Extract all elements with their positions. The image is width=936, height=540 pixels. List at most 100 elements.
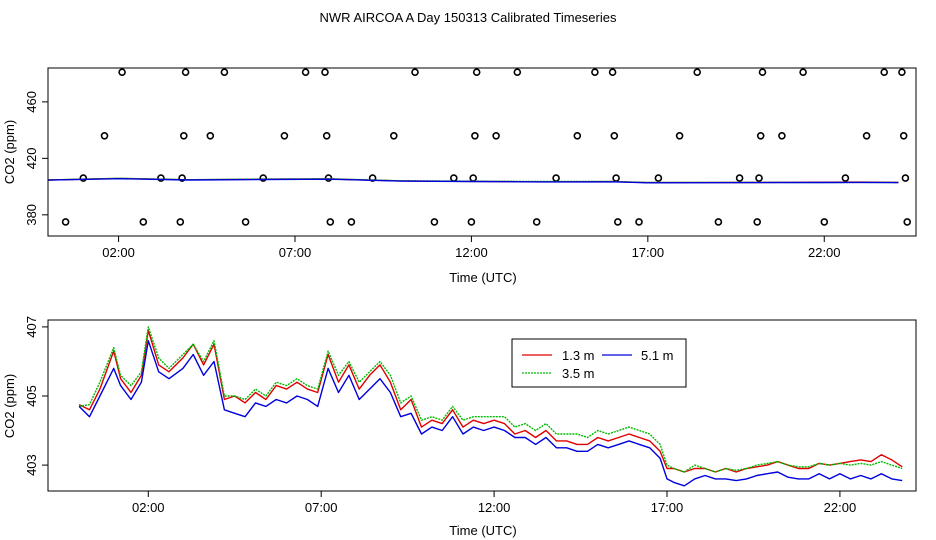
top-calibration-points	[61, 68, 912, 226]
bottom-y-axis: 403 405 407	[24, 316, 48, 476]
top-x-tick-label: 07:00	[279, 245, 312, 260]
calibration-point	[321, 68, 329, 76]
top-x-tick-label: 22:00	[808, 245, 841, 260]
calibration-point	[471, 132, 479, 140]
calibration-point	[181, 68, 190, 76]
bottom-series-lines	[78, 326, 903, 487]
bottom-panel: 02:00 07:00 12:00 17:00 22:00 403 405 407 Time…	[2, 316, 917, 538]
calibration-point	[799, 68, 807, 76]
top-y-axis-label: CO2 (ppm)	[2, 120, 17, 184]
calibration-point	[368, 174, 377, 182]
calibration-point	[280, 132, 289, 140]
calibration-point	[326, 218, 335, 226]
top-x-tick-label: 12:00	[455, 245, 488, 260]
bottom-x-tick-label: 17:00	[651, 500, 684, 515]
top-y-tick-label: 460	[24, 91, 39, 113]
top-plot-frame	[47, 67, 917, 237]
calibration-point	[758, 68, 767, 76]
bottom-y-axis-label: CO2 (ppm)	[2, 374, 17, 438]
calibration-point	[735, 174, 744, 182]
calibration-point	[259, 174, 268, 182]
top-series-lines	[47, 177, 899, 184]
legend-label-3-5m: 3.5 m	[562, 366, 595, 381]
calibration-point	[573, 132, 582, 140]
top-y-tick-label: 380	[24, 204, 39, 226]
bottom-y-tick-label: 407	[24, 316, 39, 338]
calibration-point	[612, 174, 620, 182]
calibration-point	[862, 132, 871, 140]
bottom-plot-frame	[47, 319, 917, 492]
bottom-x-tick-label: 02:00	[132, 500, 165, 515]
calibration-point	[756, 132, 765, 140]
bottom-x-axis: 02:00 07:00 12:00 17:00 22:00	[132, 491, 856, 515]
legend-label-5-1m: 5.1 m	[641, 348, 674, 363]
bottom-y-tick-label: 403	[24, 454, 39, 476]
calibration-point	[469, 174, 478, 182]
calibration-point	[755, 174, 763, 182]
figure-title: NWR AIRCOA A Day 150313 Calibrated Times…	[320, 10, 617, 25]
calibration-point	[903, 218, 912, 226]
calibration-point	[899, 132, 908, 140]
calibration-point	[901, 174, 910, 182]
top-x-axis-label: Time (UTC)	[449, 270, 516, 285]
calibration-point	[467, 218, 476, 226]
calibration-point	[118, 68, 126, 76]
calibration-point	[178, 174, 186, 182]
bottom-y-tick-label: 405	[24, 385, 39, 407]
calibration-point	[176, 218, 185, 226]
bottom-x-tick-label: 07:00	[305, 500, 338, 515]
top-y-axis: 380 420 460	[24, 91, 48, 226]
bottom-series-line-1-3-m	[78, 329, 903, 473]
calibration-point	[898, 68, 906, 76]
calibration-point	[61, 218, 70, 226]
calibration-point	[635, 218, 643, 226]
calibration-point	[693, 68, 702, 76]
calibration-point	[778, 132, 786, 140]
calibration-point	[220, 68, 229, 76]
calibration-point	[411, 68, 419, 76]
calibration-point	[492, 132, 500, 140]
calibration-point	[241, 218, 250, 226]
calibration-point	[430, 218, 439, 226]
legend-box	[511, 338, 687, 388]
top-x-axis: 02:00 07:00 12:00 17:00 22:00	[102, 236, 841, 260]
calibration-point	[322, 132, 331, 140]
calibration-point	[324, 174, 333, 182]
calibration-point	[157, 174, 165, 182]
calibration-point	[347, 218, 356, 226]
bottom-x-tick-label: 12:00	[478, 500, 511, 515]
legend: 1.3 m 5.1 m 3.5 m	[511, 338, 687, 388]
calibration-point	[449, 174, 458, 182]
bottom-x-tick-label: 22:00	[824, 500, 857, 515]
calibration-point	[389, 132, 398, 140]
calibration-point	[552, 174, 560, 182]
top-x-tick-label: 02:00	[102, 245, 135, 260]
bottom-series-line-3-5-m	[78, 326, 903, 473]
top-panel: 02:00 07:00 12:00 17:00 22:00 380 420 460 Time…	[2, 67, 917, 285]
calibration-point	[591, 68, 599, 76]
calibration-point	[301, 68, 310, 76]
calibration-point	[532, 218, 541, 226]
calibration-point	[79, 174, 88, 182]
bottom-series-line-5-1-m	[78, 340, 903, 487]
legend-label-1-3m: 1.3 m	[562, 348, 595, 363]
calibration-point	[880, 68, 889, 76]
calibration-point	[139, 218, 148, 226]
calibration-point	[841, 174, 850, 182]
top-series-line-3	[47, 177, 899, 184]
calibration-point	[654, 174, 663, 182]
top-x-tick-label: 17:00	[632, 245, 665, 260]
calibration-point	[675, 132, 684, 140]
calibration-point	[513, 68, 522, 76]
calibration-point	[753, 218, 762, 226]
calibration-point	[100, 132, 109, 140]
calibration-point	[180, 132, 188, 140]
bottom-x-axis-label: Time (UTC)	[449, 523, 516, 538]
calibration-point	[820, 218, 829, 226]
calibration-point	[610, 132, 619, 140]
calibration-point	[206, 132, 215, 140]
calibration-point	[472, 68, 481, 76]
calibration-point	[608, 68, 617, 76]
calibration-point	[714, 218, 723, 226]
